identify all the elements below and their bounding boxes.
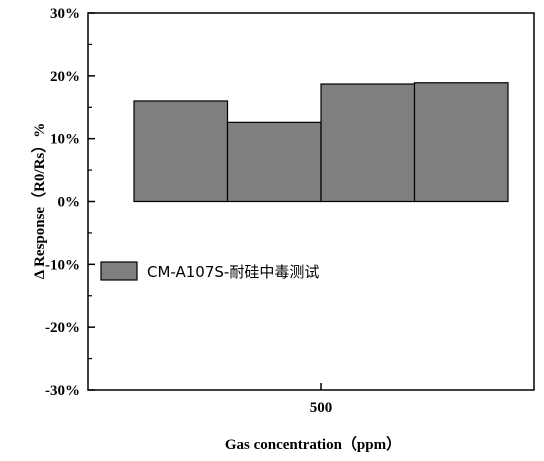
legend-label: CM-A107S-耐硅中毒测试	[147, 263, 319, 281]
y-tick-label: 20%	[50, 69, 80, 85]
x-tick-label: 500	[310, 400, 333, 416]
y-tick-label: 10%	[50, 132, 80, 148]
bar	[134, 101, 228, 202]
bars-layer	[134, 83, 508, 202]
y-tick-label: 30%	[50, 6, 80, 22]
y-tick-label: -20%	[45, 320, 80, 336]
bar	[228, 122, 322, 201]
bar	[321, 84, 415, 201]
y-tick-label: -30%	[45, 383, 80, 399]
y-tick-label: 0%	[58, 195, 81, 211]
x-axis: 500	[310, 383, 333, 416]
x-axis-title: Gas concentration（ppm）	[225, 435, 401, 453]
y-axis-title: Δ Response（R0/Rs）%	[30, 123, 48, 280]
legend-swatch	[101, 262, 137, 280]
y-tick-label: -10%	[45, 257, 80, 273]
legend: CM-A107S-耐硅中毒测试	[101, 262, 319, 281]
bar	[415, 83, 509, 202]
